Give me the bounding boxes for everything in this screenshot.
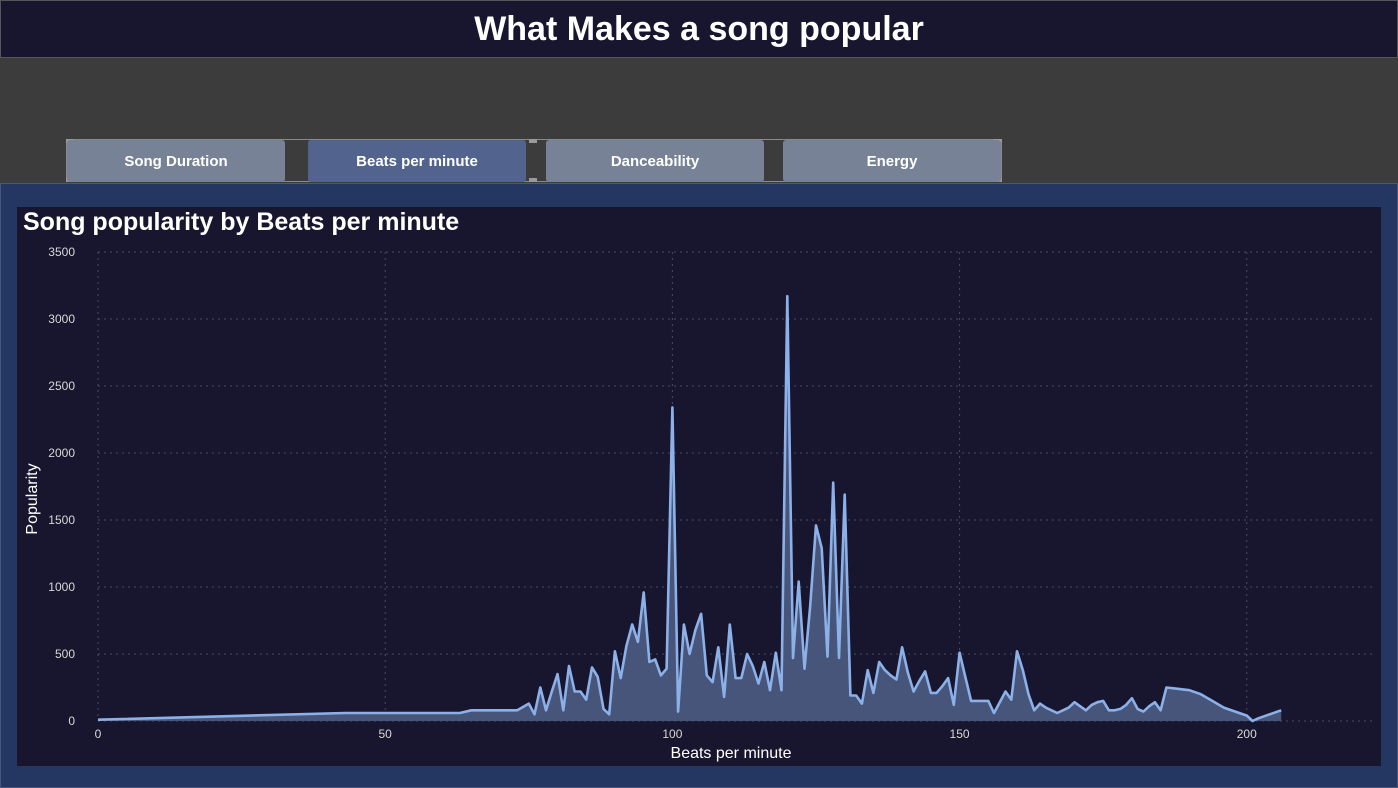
y-tick-label: 0 [68,714,75,728]
tab-energy[interactable]: Energy [783,140,1001,182]
dashboard-title: What Makes a song popular [474,9,924,48]
chart-title: Song popularity by Beats per minute [23,208,460,236]
y-tick-label: 1500 [48,513,75,527]
dashboard-header: What Makes a song popular [0,0,1398,58]
x-tick-label: 50 [379,727,393,741]
y-tick-label: 1000 [48,580,75,594]
x-tick-label: 100 [662,727,682,741]
chart-area-series [97,294,1282,723]
y-tick-label: 2000 [48,446,75,460]
x-tick-label: 200 [1237,727,1257,741]
y-tick-label: 3000 [48,312,75,326]
x-tick-label: 0 [95,727,102,741]
tab-song-duration[interactable]: Song Duration [67,140,285,182]
x-axis-label: Beats per minute [671,745,792,762]
chart-grid [97,251,1372,722]
area-fill [98,296,1282,721]
popularity-area-chart: 0 500 1000 1500 2000 2500 3000 3500 0 50 100 150 200… [24,245,1372,762]
y-tick-label: 3500 [48,245,75,259]
tab-danceability[interactable]: Danceability [546,140,764,182]
tab-beats-per-minute[interactable]: Beats per minute [308,140,526,182]
x-tick-label: 150 [950,727,970,741]
chart-axes: 0 500 1000 1500 2000 2500 3000 3500 0 50 100 150 200 [48,245,1257,741]
y-tick-label: 2500 [48,379,75,393]
series-line-popularity [97,294,1282,723]
y-tick-label: 500 [55,647,75,661]
y-axis-label: Popularity [24,463,41,534]
